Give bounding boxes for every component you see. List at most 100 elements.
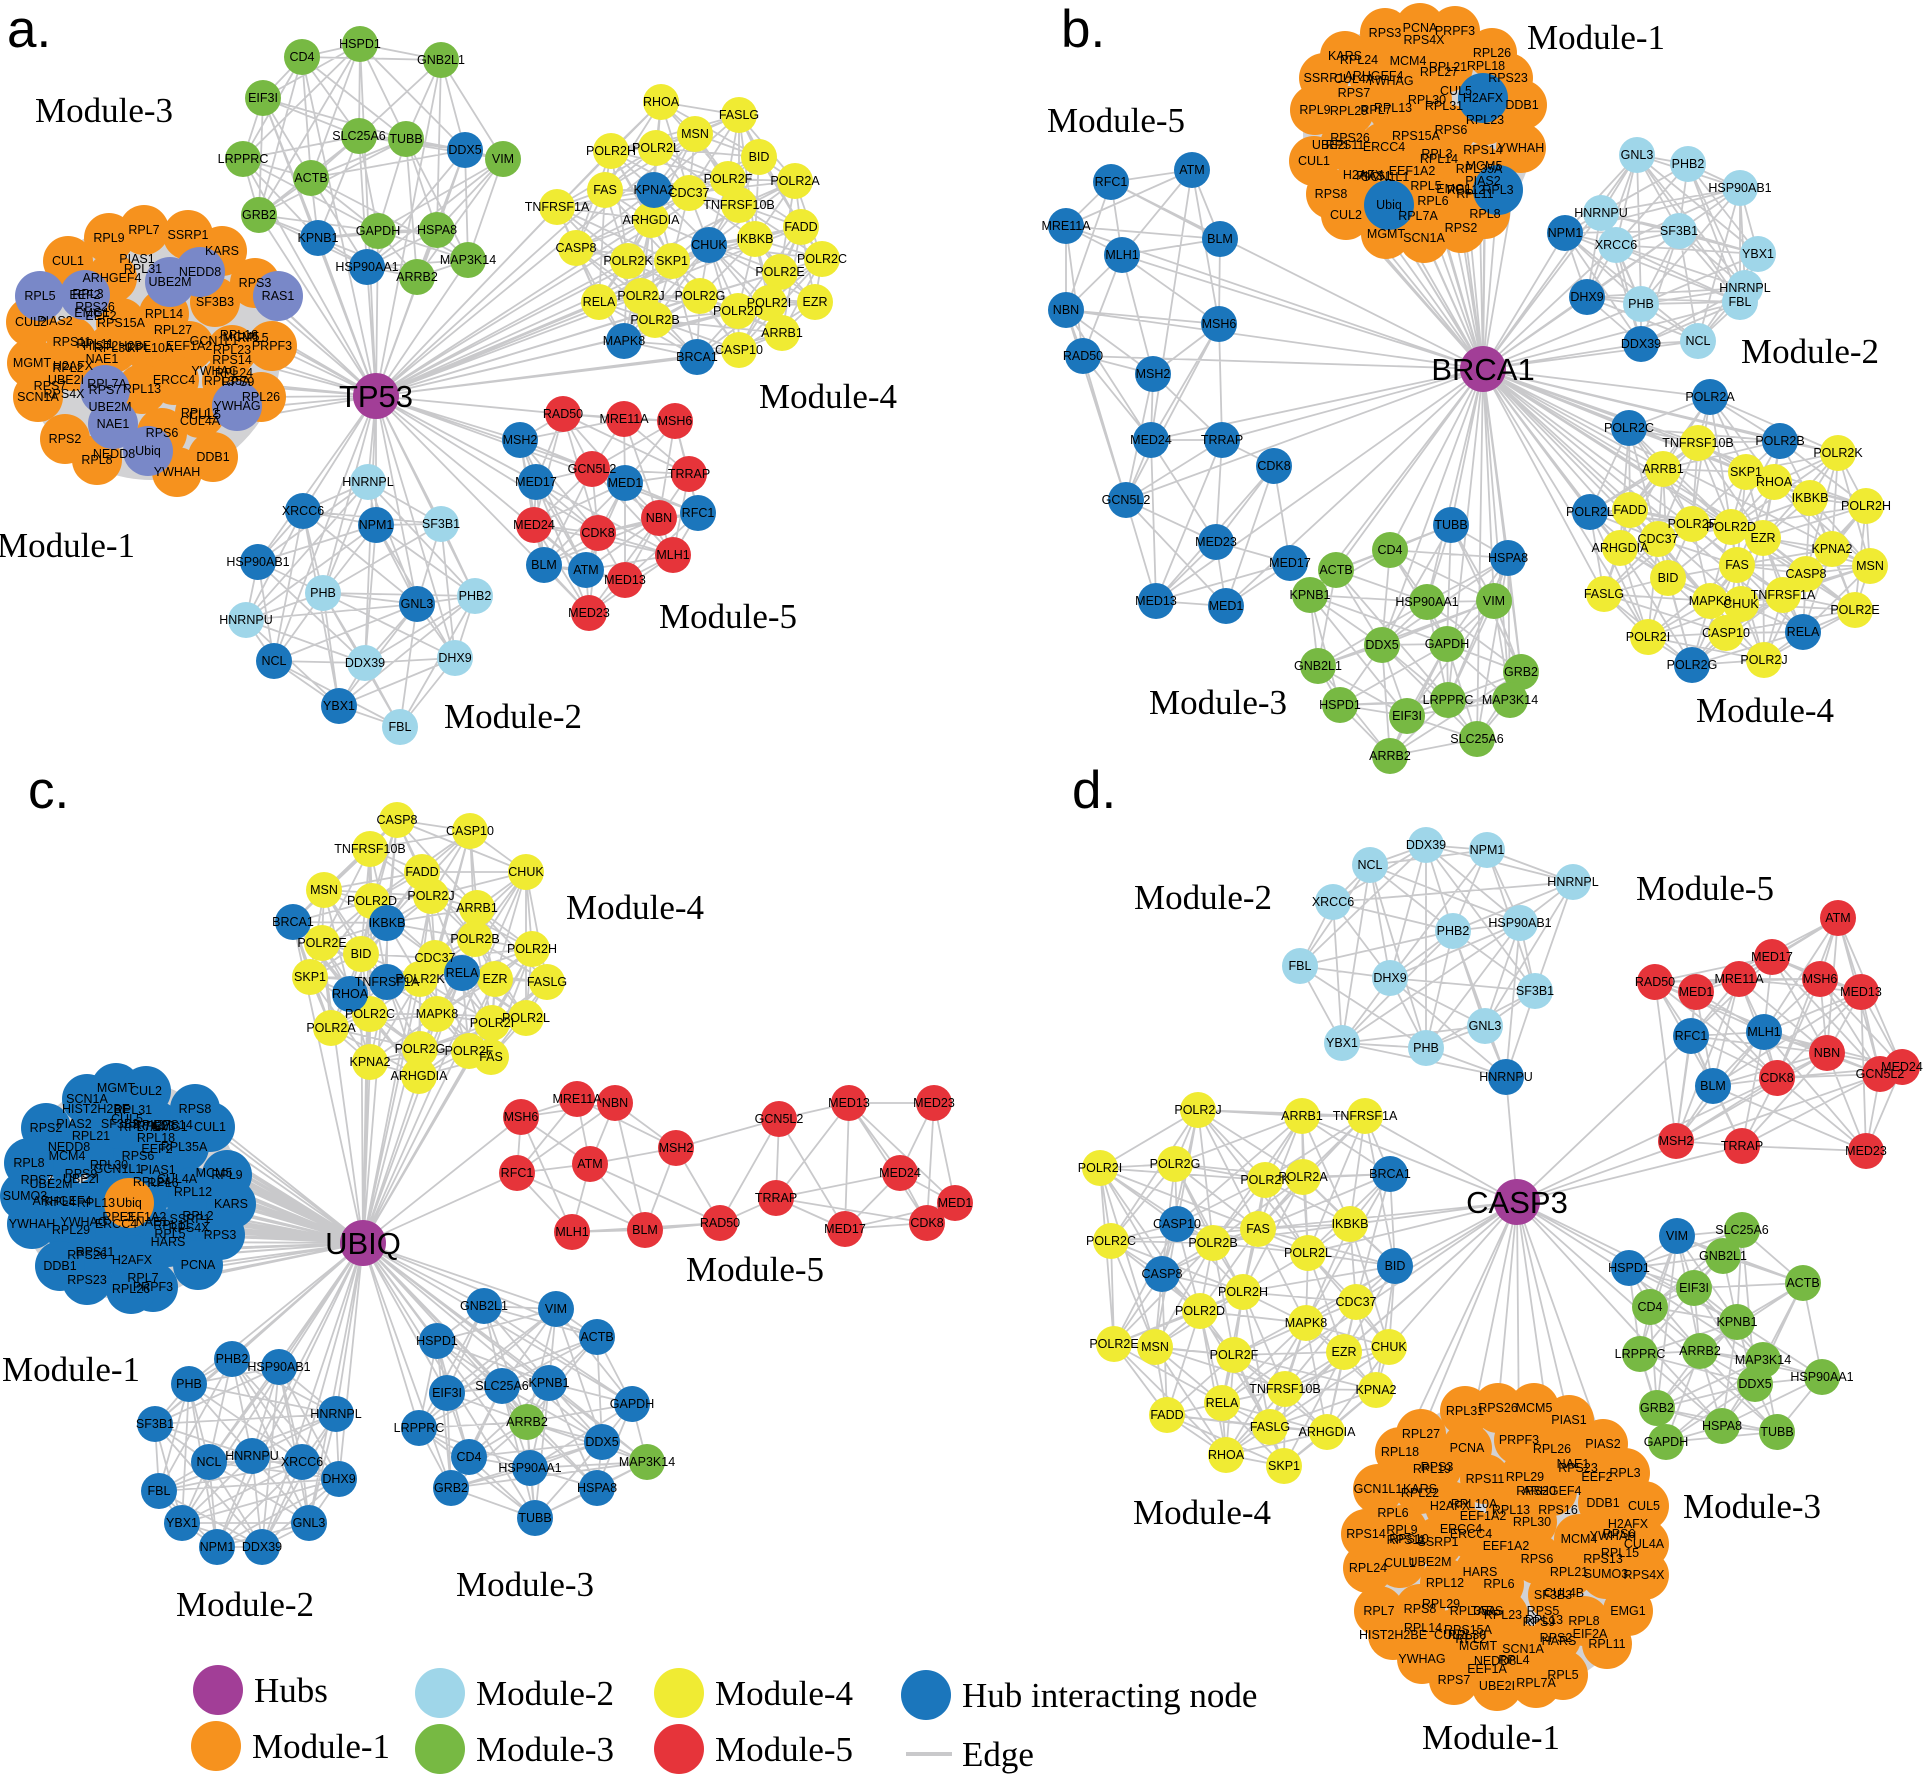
svg-text:IKBKB: IKBKB (737, 232, 774, 246)
svg-text:FADD: FADD (1150, 1408, 1183, 1422)
svg-text:CASP3: CASP3 (1466, 1185, 1568, 1220)
svg-text:RAD50: RAD50 (700, 1216, 740, 1230)
svg-text:CD4: CD4 (1377, 543, 1402, 557)
svg-text:CHUK: CHUK (1371, 1340, 1407, 1354)
svg-text:EZR: EZR (1332, 1345, 1357, 1359)
svg-text:PHB2: PHB2 (216, 1352, 249, 1366)
svg-text:RPL31: RPL31 (1446, 1404, 1484, 1418)
svg-text:RPS16: RPS16 (1538, 1503, 1578, 1517)
svg-text:PIAS2: PIAS2 (56, 1117, 91, 1131)
svg-text:EMG1: EMG1 (74, 306, 109, 320)
svg-text:GCN5L2: GCN5L2 (1856, 1067, 1905, 1081)
svg-text:POLR2E: POLR2E (1089, 1337, 1138, 1351)
svg-text:HNRNPL: HNRNPL (1719, 281, 1770, 295)
svg-text:MED1: MED1 (608, 476, 643, 490)
svg-text:SUMO3: SUMO3 (3, 1189, 48, 1203)
svg-text:RPL5: RPL5 (1410, 179, 1441, 193)
svg-text:b.: b. (1061, 0, 1105, 59)
svg-text:RPL35A: RPL35A (204, 374, 251, 388)
svg-text:ARHGEF4: ARHGEF4 (1522, 1484, 1581, 1498)
svg-text:SSRP1: SSRP1 (168, 228, 209, 242)
svg-text:RPS6: RPS6 (1521, 1552, 1554, 1566)
svg-text:RPL8: RPL8 (1568, 1614, 1599, 1628)
svg-text:MLH1: MLH1 (555, 1225, 588, 1239)
svg-text:MED1: MED1 (1209, 599, 1244, 613)
svg-text:RPL5: RPL5 (154, 1227, 185, 1241)
svg-text:YWHAH: YWHAH (1498, 141, 1545, 155)
svg-text:DDX39: DDX39 (345, 656, 385, 670)
svg-text:TUBB: TUBB (1760, 1425, 1793, 1439)
svg-text:RPL10A: RPL10A (127, 341, 174, 355)
svg-text:EMG1: EMG1 (1436, 182, 1471, 196)
svg-text:CD4: CD4 (289, 50, 314, 64)
svg-text:MSH6: MSH6 (504, 1110, 539, 1124)
svg-text:RPL6: RPL6 (1417, 194, 1448, 208)
svg-text:CUL4A: CUL4A (1624, 1537, 1665, 1551)
svg-text:ARRB1: ARRB1 (456, 901, 498, 915)
svg-text:GNB2L1: GNB2L1 (1294, 659, 1342, 673)
svg-text:Module-1: Module-1 (1422, 1718, 1560, 1757)
svg-text:MAP3K14: MAP3K14 (619, 1455, 675, 1469)
svg-text:RPL9: RPL9 (211, 1168, 242, 1182)
svg-text:POLR2I: POLR2I (1626, 630, 1670, 644)
svg-text:RPL30: RPL30 (90, 1158, 128, 1172)
svg-text:PIAS1: PIAS1 (140, 1163, 175, 1177)
svg-text:CHUK: CHUK (691, 238, 727, 252)
svg-text:MGMT: MGMT (13, 356, 52, 370)
svg-text:POLR2D: POLR2D (713, 304, 763, 318)
svg-text:SSRP1: SSRP1 (170, 1212, 211, 1226)
svg-text:POLR2C: POLR2C (1086, 1234, 1136, 1248)
svg-text:ATM: ATM (1179, 163, 1204, 177)
svg-text:NBN: NBN (1814, 1046, 1840, 1060)
svg-text:TNFRSF1A: TNFRSF1A (525, 200, 590, 214)
svg-text:FASLG: FASLG (1250, 1420, 1290, 1434)
svg-text:CASP10: CASP10 (446, 824, 494, 838)
svg-text:RELA: RELA (1787, 625, 1820, 639)
svg-text:TNFRSF1A: TNFRSF1A (355, 975, 420, 989)
svg-text:GCN5L2: GCN5L2 (568, 462, 617, 476)
svg-text:DDX5: DDX5 (1365, 638, 1398, 652)
svg-text:MSH6: MSH6 (658, 414, 693, 428)
svg-text:FAS: FAS (1725, 558, 1749, 572)
svg-text:RPL12: RPL12 (1447, 183, 1485, 197)
svg-text:CDK8: CDK8 (1760, 1071, 1793, 1085)
svg-text:BLM: BLM (632, 1223, 658, 1237)
svg-text:RPS15A: RPS15A (1444, 1623, 1493, 1637)
svg-text:RPS3: RPS3 (239, 276, 272, 290)
svg-text:RPS9: RPS9 (222, 375, 255, 389)
svg-text:RPL2: RPL2 (182, 1209, 213, 1223)
svg-text:CASP10: CASP10 (1153, 1217, 1201, 1231)
svg-text:UBE2I: UBE2I (48, 373, 84, 387)
svg-text:MCM4: MCM4 (1561, 1532, 1598, 1546)
svg-text:Module-4: Module-4 (715, 1674, 853, 1713)
svg-text:MED13: MED13 (828, 1096, 870, 1110)
svg-text:CDK8: CDK8 (581, 526, 614, 540)
svg-text:RHOA: RHOA (1756, 475, 1793, 489)
svg-text:H2AFX: H2AFX (1463, 91, 1504, 105)
svg-text:UBE2M: UBE2M (1408, 1555, 1451, 1569)
svg-text:MSN: MSN (1856, 559, 1884, 573)
svg-text:POLR2L: POLR2L (632, 141, 680, 155)
svg-text:LRPPRC: LRPPRC (218, 152, 269, 166)
svg-text:BRCA1: BRCA1 (1369, 1167, 1411, 1181)
svg-text:RPL35A: RPL35A (161, 1140, 208, 1154)
svg-text:RPL23: RPL23 (137, 1119, 175, 1133)
svg-text:Module-1: Module-1 (252, 1727, 390, 1766)
svg-text:POLR2I: POLR2I (1078, 1161, 1122, 1175)
svg-text:PIAS2: PIAS2 (1585, 1437, 1620, 1451)
svg-text:RPS8: RPS8 (1404, 1602, 1437, 1616)
svg-text:ACTB: ACTB (1786, 1276, 1819, 1290)
svg-text:RPS11: RPS11 (1387, 1533, 1426, 1547)
svg-text:RPS11: RPS11 (53, 335, 92, 349)
svg-text:EIF3I: EIF3I (1392, 709, 1422, 723)
svg-text:YWHAG: YWHAG (1366, 74, 1413, 88)
svg-text:RPS2: RPS2 (1540, 1631, 1573, 1645)
svg-text:HSP90AB1: HSP90AB1 (1488, 916, 1551, 930)
svg-text:KPNB1: KPNB1 (1717, 1315, 1758, 1329)
svg-text:RPS4X: RPS4X (1404, 33, 1446, 47)
svg-text:ARHGDIA: ARHGDIA (1592, 541, 1650, 555)
svg-text:DDX39: DDX39 (242, 1540, 282, 1554)
svg-text:SF3B1: SF3B1 (1516, 984, 1554, 998)
svg-text:RPS5: RPS5 (1527, 1604, 1560, 1618)
svg-text:ERCC4: ERCC4 (153, 373, 195, 387)
